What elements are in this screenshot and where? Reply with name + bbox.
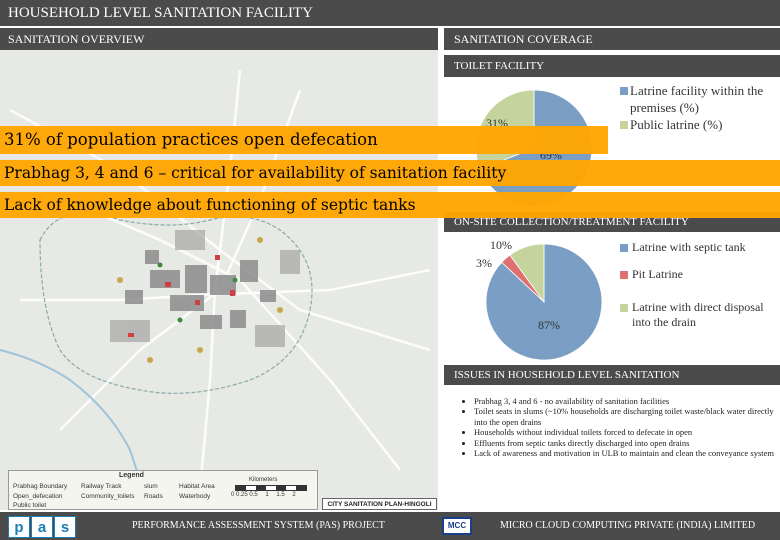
footer-project: PERFORMANCE ASSESSMENT SYSTEM (PAS) PROJ… [132, 520, 385, 531]
scale-tick: 1.5 [276, 492, 285, 498]
toilet-legend: Latrine facility within the premises (%)… [620, 82, 780, 133]
issues-list: Prabhag 3, 4 and 6 - no availability of … [452, 396, 778, 458]
issue-item: Lack of awareness and motivation in ULB … [474, 448, 778, 458]
mcc-logo: MCC [442, 517, 472, 535]
onsite-legend-item: Pit Latrine [620, 267, 778, 282]
scale-tick: 2 [292, 492, 296, 498]
scale-unit: Kilometers [249, 477, 278, 483]
toilet-legend-item: Latrine facility within the premises (%) [620, 82, 780, 116]
legend-swatch-green [620, 304, 628, 312]
map-legend-item: Prabhag Boundary [13, 483, 68, 490]
issue-item: Effluents from septic tanks directly dis… [474, 438, 778, 448]
toilet-legend-item: Public latrine (%) [620, 116, 780, 133]
onsite-legend-label: Latrine with septic tank [632, 240, 746, 254]
scale-tick: 1 [265, 492, 269, 498]
legend-swatch-green [620, 121, 628, 129]
pie-slice-direct-disposal [509, 243, 545, 304]
banner-open-defecation: 31% of population practices open defecat… [0, 126, 608, 154]
pas-logo-letter: p [8, 516, 30, 538]
legend-swatch-blue [620, 244, 628, 252]
legend-swatch-blue [620, 87, 628, 95]
issues-header: ISSUES IN HOUSEHOLD LEVEL SANITATION [444, 365, 780, 385]
onsite-legend-item: Latrine with direct disposal into the dr… [620, 300, 778, 330]
toilet-legend-label: Public latrine (%) [630, 117, 723, 132]
scale-ticks: 0 0.25 0.5 1 1.5 2 [231, 492, 296, 498]
toilet-legend-label: Latrine facility within the premises (%) [630, 83, 764, 115]
scale-bar [235, 485, 307, 491]
map-graphic [0, 50, 438, 510]
pas-logo-letter: s [54, 516, 76, 538]
map-legend-item: Habitat Area [179, 483, 215, 490]
onsite-legend-label: Latrine with direct disposal into the dr… [632, 300, 764, 329]
onsite-pie-label-87: 87% [538, 318, 560, 332]
footer-bar [0, 512, 780, 540]
onsite-pie-label-10: 10% [490, 238, 512, 252]
map-legend-item: Waterbody [179, 493, 211, 500]
legend-swatch-red [620, 271, 628, 279]
banner-septic-knowledge: Lack of knowledge about functioning of s… [0, 192, 780, 218]
map-legend-title: Legend [119, 472, 144, 479]
footer-company: MICRO CLOUD COMPUTING PRIVATE (INDIA) LI… [500, 520, 756, 531]
map-legend-item: Railway Track [81, 483, 122, 490]
map-legend-item: Roads [144, 493, 163, 500]
scale-tick: 0 0.25 0.5 [231, 492, 258, 498]
pas-logo-letter: a [31, 516, 53, 538]
onsite-pie-chart [485, 243, 603, 360]
plan-title: CITY SANITATION PLAN-HINGOLI [322, 498, 437, 510]
map-legend-item: Open_defecation [13, 493, 63, 500]
sanitation-map [0, 50, 438, 510]
map-legend: Legend Prabhag Boundary Railway Track sl… [8, 470, 318, 510]
banner-critical-prabhag: Prabhag 3, 4 and 6 – critical for availa… [0, 160, 780, 186]
issue-item: Prabhag 3, 4 and 6 - no availability of … [474, 396, 778, 406]
onsite-legend-item: Latrine with septic tank [620, 240, 778, 255]
onsite-legend: Latrine with septic tank Pit Latrine Lat… [620, 240, 778, 330]
onsite-legend-label: Pit Latrine [632, 267, 683, 281]
section-overview-header: SANITATION OVERVIEW [0, 28, 438, 50]
issue-item: Toilet seats in slums (~10% households a… [474, 406, 778, 427]
page-title: HOUSEHOLD LEVEL SANITATION FACILITY [0, 0, 780, 26]
map-legend-item: slum [144, 483, 158, 490]
section-coverage-header: SANITATION COVERAGE [444, 28, 780, 50]
toilet-facility-header: TOILET FACILITY [444, 55, 780, 77]
map-legend-item: Public toilet [13, 502, 47, 509]
issue-item: Households without individual toilets fo… [474, 427, 778, 437]
map-legend-item: Community_toilets [81, 493, 135, 500]
onsite-pie-label-3: 3% [476, 256, 492, 270]
